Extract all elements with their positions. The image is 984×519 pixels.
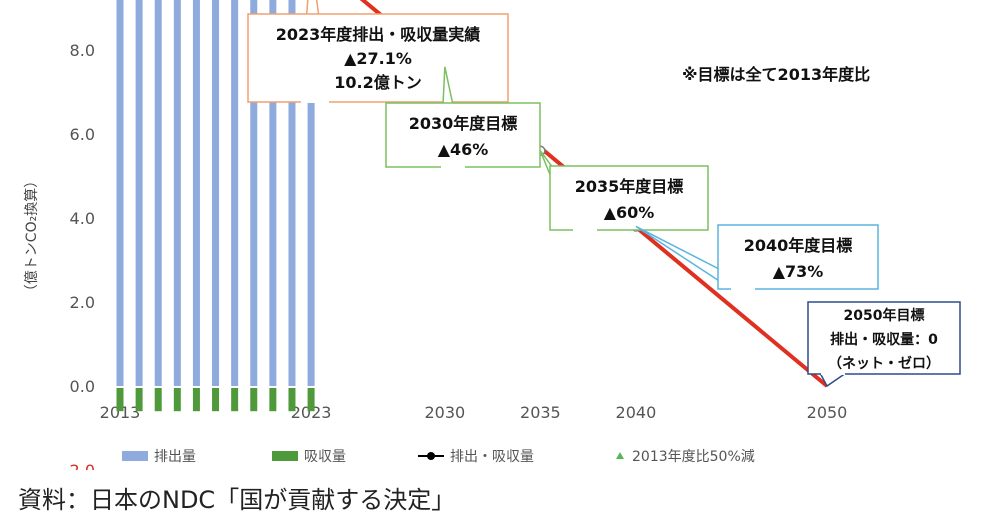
emission-bar <box>212 0 220 386</box>
callout-box <box>247 13 509 103</box>
emissions-chart: 16.014.012.010.08.06.04.02.00.0-2.0（億トンC… <box>24 0 961 470</box>
y-tick-label: 6.0 <box>70 125 95 144</box>
callout-text: 2023年度排出・吸収量実績 <box>276 25 481 44</box>
legend-swatch <box>122 451 148 461</box>
legend-marker <box>427 452 435 460</box>
callout-box <box>385 102 541 168</box>
legend-label: 吸収量 <box>304 449 346 465</box>
x-tick-label: 2023 <box>291 403 332 422</box>
absorption-bar <box>288 388 296 412</box>
callout-2040: 2040年度目標 ▲73% <box>635 224 879 290</box>
callout-text: ▲46% <box>438 140 489 159</box>
absorption-bar <box>269 388 277 412</box>
source-note: 資料：日本のNDC「国が貢献する決定」 <box>18 486 456 514</box>
absorption-bar <box>173 388 181 412</box>
y-tick-label: -2.0 <box>64 461 95 470</box>
y-tick-label: 2.0 <box>70 293 95 312</box>
y-tick-label: 8.0 <box>70 41 95 60</box>
emission-bar <box>173 0 181 386</box>
absorption-bar <box>192 388 200 412</box>
callout-text: 2035年度目標 <box>575 177 684 196</box>
callout-text: ▲73% <box>773 262 824 281</box>
legend-label: 排出量 <box>154 449 196 465</box>
emission-bar <box>231 0 239 387</box>
callout-2023: 2023年度排出・吸収量実績 ▲27.1% 10.2億トン <box>247 0 509 103</box>
callout-text: （ネット・ゼロ） <box>828 355 940 372</box>
callout-box <box>807 301 961 375</box>
emission-bar <box>307 0 315 386</box>
callout-2030: 2030年度目標 ▲46% <box>385 66 541 168</box>
x-tick-label: 2030 <box>424 403 465 422</box>
absorption-bar <box>250 388 258 412</box>
emission-bar <box>269 0 277 386</box>
callout-box <box>717 224 879 290</box>
absorption-bar <box>231 388 239 412</box>
legend-swatch <box>272 451 298 461</box>
callout-gap <box>301 100 329 103</box>
emission-bar <box>135 0 143 386</box>
absorption-bar <box>307 388 315 412</box>
x-tick-label: 2035 <box>520 403 561 422</box>
y-axis-label: （億トンCO₂換算） <box>24 174 40 298</box>
y-tick-label: 0.0 <box>70 377 95 396</box>
callout-gap <box>573 228 597 231</box>
callout-text: ▲27.1% <box>344 49 412 68</box>
callout-text: 2040年度目標 <box>744 236 853 255</box>
emission-bar <box>192 0 200 387</box>
absorption-bar <box>116 388 124 412</box>
legend: 排出量 吸収量 排出・吸収量 2013年度比50%減 <box>122 448 755 465</box>
callout-text: 2030年度目標 <box>409 114 518 133</box>
callout-box <box>549 165 709 231</box>
emission-bar <box>154 0 162 387</box>
legend-marker <box>616 452 624 459</box>
x-tick-label: 2013 <box>100 403 141 422</box>
absorption-bar <box>154 388 162 412</box>
callout-text: 10.2億トン <box>334 73 421 92</box>
y-tick-label: 4.0 <box>70 209 95 228</box>
emission-bar <box>250 0 258 386</box>
callout-text: ▲60% <box>604 203 655 222</box>
legend-label: 2013年度比50%減 <box>632 448 755 465</box>
absorption-bar <box>212 388 220 412</box>
x-tick-label: 2050 <box>807 403 848 422</box>
callout-gap <box>821 372 845 375</box>
callout-text: 排出・吸収量：0 <box>830 331 938 348</box>
legend-label: 排出・吸収量 <box>450 449 534 465</box>
callout-text: 2050年目標 <box>844 307 925 324</box>
callout-gap <box>441 165 465 168</box>
chart-note: ※目標は全て2013年度比 <box>682 65 870 84</box>
callout-2035: 2035年度目標 ▲60% <box>539 150 709 231</box>
absorption-bar <box>135 388 143 412</box>
callout-gap <box>731 287 755 290</box>
emission-bar <box>288 0 296 386</box>
x-tick-label: 2040 <box>616 403 657 422</box>
emission-bar <box>116 0 124 386</box>
